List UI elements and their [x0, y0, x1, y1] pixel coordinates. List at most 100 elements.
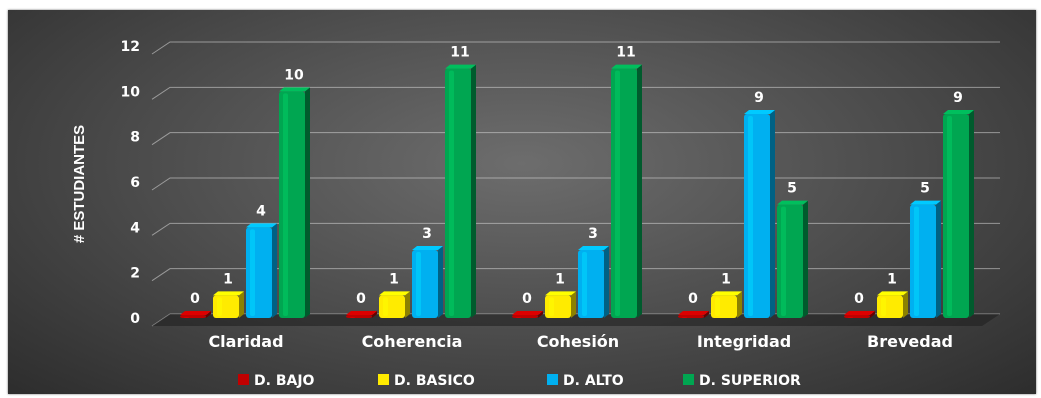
gridline [151, 86, 1000, 100]
bar-side [870, 311, 875, 318]
category-label: Brevedad [867, 332, 953, 351]
bar [279, 91, 305, 318]
gridline [151, 268, 1000, 282]
bar-top [445, 64, 476, 69]
bar [213, 295, 239, 318]
bar-highlight [682, 317, 687, 318]
bar-highlight [549, 297, 554, 316]
bar-top [213, 291, 244, 296]
bar-side [604, 246, 609, 318]
bar-highlight [416, 252, 421, 316]
bar [877, 295, 903, 318]
bar-side [538, 311, 543, 318]
data-labels: 0 1 4 10 0 1 3 11 0 1 3 11 0 1 9 5 0 1 5 9 [190, 45, 963, 307]
legend: D. BAJO D. BASICO D. ALTO D. SUPERIOR [238, 373, 801, 389]
bar-side [305, 87, 310, 318]
data-label: 4 [256, 203, 266, 219]
bar-highlight [781, 206, 786, 316]
bar-top [279, 87, 310, 92]
y-tick-label: 12 [121, 39, 140, 55]
y-tick-label: 0 [130, 311, 140, 327]
bar [180, 315, 206, 318]
bar-top [777, 200, 808, 205]
bar [379, 295, 405, 318]
gridline [151, 41, 1000, 55]
legend-swatch [238, 374, 249, 385]
y-tick-label: 4 [130, 220, 140, 236]
data-label: 11 [450, 45, 469, 61]
y-axis-label: # ESTUDIANTES [71, 125, 88, 243]
bar [512, 315, 538, 318]
bar-side [272, 223, 277, 318]
bar [578, 250, 604, 318]
bar-top [379, 291, 410, 296]
bar-side [704, 311, 709, 318]
data-label: 0 [190, 291, 200, 307]
bar-highlight [217, 297, 222, 316]
legend-label: D. BAJO [254, 373, 315, 389]
data-label: 5 [920, 181, 930, 197]
y-tick-label: 6 [130, 175, 140, 191]
data-label: 0 [854, 291, 864, 307]
bar [943, 114, 969, 318]
bar [678, 315, 704, 318]
bars [180, 64, 974, 319]
data-label: 11 [616, 45, 635, 61]
data-label: 5 [787, 181, 797, 197]
bar-side [471, 64, 476, 319]
category-label: Claridad [208, 332, 283, 351]
data-label: 1 [721, 271, 731, 287]
bar [910, 204, 936, 318]
bar [744, 114, 770, 318]
bar [412, 250, 438, 318]
bar-top [943, 110, 974, 114]
bar-highlight [848, 317, 853, 318]
bar-side [571, 291, 576, 318]
bar-highlight [516, 317, 521, 318]
data-label: 0 [522, 291, 532, 307]
bar-highlight [914, 206, 919, 316]
bar-top [910, 200, 941, 205]
y-tick-label: 8 [130, 130, 140, 146]
bar [777, 204, 803, 318]
bar [611, 68, 637, 319]
bar-side [405, 291, 410, 318]
bar-side [737, 291, 742, 318]
gridline [151, 222, 1000, 236]
bar-side [903, 291, 908, 318]
bar [346, 315, 372, 318]
bar-side [770, 110, 775, 318]
bar-top [611, 64, 642, 69]
bar-highlight [350, 317, 355, 318]
y-tick-label: 2 [130, 266, 140, 282]
data-label: 3 [588, 226, 598, 242]
bar-side [438, 246, 443, 318]
data-label: 10 [284, 67, 304, 83]
bar-top [545, 291, 576, 296]
data-label: 9 [953, 90, 963, 106]
bar-side [206, 311, 211, 318]
bar-highlight [582, 252, 587, 316]
category-label: Cohesión [537, 332, 619, 351]
gridline [151, 132, 1000, 146]
bar [844, 315, 870, 318]
bar-highlight [881, 297, 886, 316]
bar-top [744, 110, 775, 114]
bar-top [180, 311, 211, 315]
bar-highlight [449, 70, 454, 317]
bar-top [578, 246, 609, 250]
legend-label: D. BASICO [394, 373, 475, 389]
bar-highlight [250, 229, 255, 316]
bar [246, 227, 272, 318]
data-label: 1 [887, 271, 897, 287]
bar-highlight [947, 116, 952, 316]
legend-swatch [683, 374, 694, 385]
data-label: 1 [555, 271, 565, 287]
bar-side [239, 291, 244, 318]
legend-swatch [547, 374, 558, 385]
category-label: Integridad [697, 332, 791, 351]
category-label: Coherencia [362, 332, 463, 351]
bar-highlight [748, 116, 753, 316]
data-label: 0 [356, 291, 366, 307]
